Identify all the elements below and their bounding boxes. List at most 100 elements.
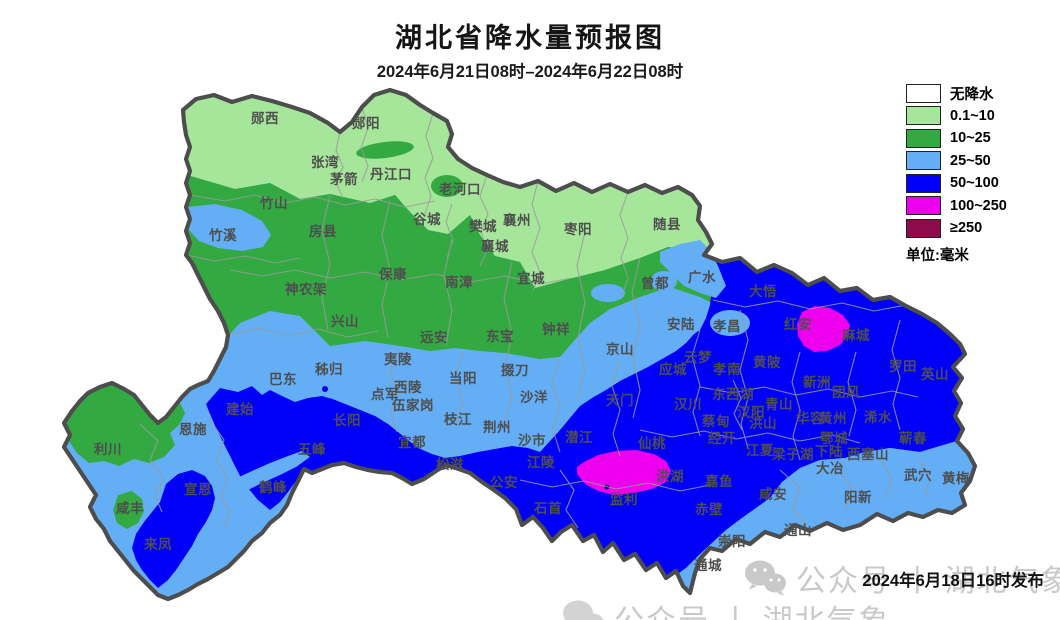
region-label: 竹山 [260, 196, 288, 211]
region-label: 宜城 [517, 271, 545, 286]
region-label: 京山 [606, 342, 634, 357]
region-label: 梁子湖 [772, 447, 814, 462]
region-label: 广水 [688, 270, 716, 285]
legend-item-label: ≥250 [950, 220, 983, 237]
legend-swatch [906, 83, 941, 103]
region-label: 枣阳 [564, 222, 592, 237]
legend-swatch [906, 173, 941, 193]
region-label: 伍家岗 [392, 398, 434, 413]
region-label: 赤壁 [695, 502, 723, 517]
region-label: 丹江口 [370, 167, 412, 182]
legend-item: 100~250 [906, 195, 1007, 218]
region-label: 新洲 [803, 375, 831, 390]
zone-25-50-patch [187, 204, 271, 251]
region-label: 蔡甸 [702, 414, 730, 429]
region-label: 孝昌 [713, 319, 741, 334]
zone-25-50-patch [651, 271, 677, 291]
page-subtitle: 2024年6月21日08时–2024年6月22日08时 [376, 63, 684, 81]
legend-item-label: 100~250 [950, 197, 1007, 214]
region-label: 洪山 [749, 416, 777, 431]
legend-item: 10~25 [906, 127, 1007, 150]
region-label: 东宝 [486, 329, 514, 344]
watermark: 公众号 丨 湖北气象 [742, 556, 1060, 600]
legend-swatch [906, 151, 941, 171]
region-label: 大悟 [749, 284, 777, 299]
region-label: 掇刀 [501, 363, 529, 378]
region-label: 樊城 [469, 219, 497, 234]
region-label: 应城 [659, 362, 687, 377]
zone-25-50-patch [591, 284, 625, 302]
region-label: 黄陂 [753, 355, 781, 370]
region-label: 沙洋 [520, 390, 548, 405]
region-label: 夷陵 [384, 352, 412, 367]
region-label: 随县 [653, 217, 681, 232]
region-label: 远安 [420, 330, 448, 345]
legend-item: 50~100 [906, 172, 1007, 195]
region-label: 建始 [226, 402, 254, 417]
region-label: 洪湖 [656, 469, 684, 484]
legend-swatch [906, 218, 941, 238]
region-label: 崇阳 [718, 534, 746, 549]
region-label: 郧阳 [352, 116, 380, 131]
region-label: 通城 [694, 558, 722, 573]
region-label: 下陆 [815, 444, 843, 459]
region-label: 鄂城 [820, 431, 848, 446]
region-label: 曾都 [641, 276, 669, 291]
region-label: 通山 [784, 523, 812, 538]
legend-item-label: 50~100 [950, 175, 999, 192]
region-label: 青山 [765, 397, 793, 412]
zone-10-25-xianfeng [113, 491, 144, 529]
region-label: 天门 [606, 393, 634, 408]
region-label: 仙桃 [638, 436, 666, 451]
region-label: 襄城 [481, 239, 509, 254]
region-label: 麻城 [842, 328, 870, 343]
region-label: 老河口 [439, 182, 481, 197]
region-label: 竹溪 [209, 228, 237, 243]
legend-item: 0.1~10 [906, 105, 1007, 128]
region-label: 钟祥 [542, 322, 570, 337]
region-label: 宜都 [398, 435, 426, 450]
legend: 无降水 0.1~10 10~25 25~50 50~100 100~250 ≥250 单位:毫… [906, 82, 1007, 265]
legend-item-label: 25~50 [950, 152, 991, 169]
region-label: 松滋 [436, 457, 464, 472]
region-label: 团风 [832, 385, 860, 400]
region-label: 南漳 [445, 275, 473, 290]
zone-dot [322, 386, 328, 392]
region-label: 谷城 [413, 212, 441, 227]
region-label: 蕲春 [899, 431, 927, 446]
region-label: 保康 [379, 267, 407, 282]
region-label: 点军 [371, 387, 399, 402]
legend-item-label: 10~25 [950, 130, 991, 147]
legend-swatch [906, 196, 941, 216]
region-label: 安陆 [667, 317, 695, 332]
region-label: 巴东 [269, 372, 297, 387]
watermark-text: 公众号 丨 湖北气象 [796, 565, 1060, 598]
region-label: 秭归 [315, 362, 343, 377]
watermark-text: 公众号 丨 湖北气象 [614, 596, 891, 620]
region-label: 大冶 [816, 461, 844, 476]
region-label: 汉川 [674, 397, 702, 412]
region-label: 襄州 [503, 213, 531, 228]
region-label: 黄梅 [942, 471, 970, 486]
zone-10-25-patch [356, 141, 414, 159]
region-label: 西陵 [394, 380, 422, 395]
legend-unit-label: 单位:毫米 [906, 247, 969, 264]
region-label: 潜江 [565, 430, 593, 445]
region-label: 浠水 [864, 410, 892, 425]
region-label: 汉阳 [737, 405, 765, 420]
publish-date: 2024年6月18日16时发布 [862, 572, 1044, 590]
region-label: 荆州 [483, 420, 511, 435]
zone-25-50-southeast [672, 441, 975, 593]
region-label: 红安 [784, 317, 812, 332]
region-label: 枝江 [444, 412, 472, 427]
region-label: 兴山 [331, 314, 359, 329]
wechat-icon [563, 600, 604, 620]
region-label: 房县 [309, 224, 337, 239]
watermark-fragment: 公众号 丨 湖北气象 [560, 596, 891, 620]
region-label: 孝南 [713, 362, 741, 377]
region-label: 英山 [921, 367, 949, 382]
region-label: 郧西 [251, 111, 279, 126]
region-label: 华容 [796, 411, 824, 426]
